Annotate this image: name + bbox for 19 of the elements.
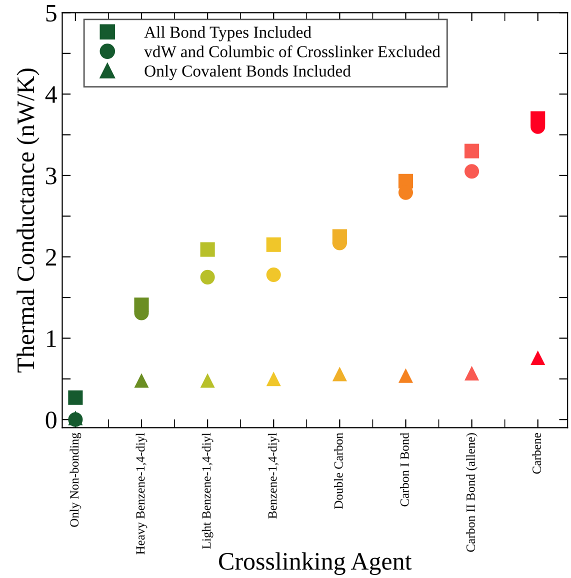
x-tick-label: Carbene [532,433,541,474]
legend-label: Only Covalent Bonds Included [144,64,351,80]
x-tick-label: Heavy Benzene-1,4-diyl [136,432,148,554]
y-tick-label: 4 [45,86,57,103]
y-tick-label: 1 [47,330,56,347]
x-tick-label: Benzene-1,4-diyl [268,432,280,519]
x-tick-label: Carbon II Bond (allene) [466,433,478,552]
y-axis-title: Thermal Conductance (nW/K) [16,68,40,372]
legend-label: All Bond Types Included [144,26,312,42]
x-tick-label: Double Carbon [334,432,343,509]
y-tick-label: 2 [46,248,56,266]
x-tick-label: Only Non-bonding [70,432,82,527]
y-tick-label: 0 [46,412,56,429]
y-tick-label: 3 [46,168,56,184]
x-tick-label: Carbon I Bond [400,432,409,506]
x-axis-title: Crosslinking Agent [219,552,412,575]
legend-label: vdW and Columbic of Crosslinker Excluded [144,45,440,58]
y-tick-label: 5 [46,5,56,22]
x-tick-label: Light Benzene-1,4-diyl [202,432,214,549]
